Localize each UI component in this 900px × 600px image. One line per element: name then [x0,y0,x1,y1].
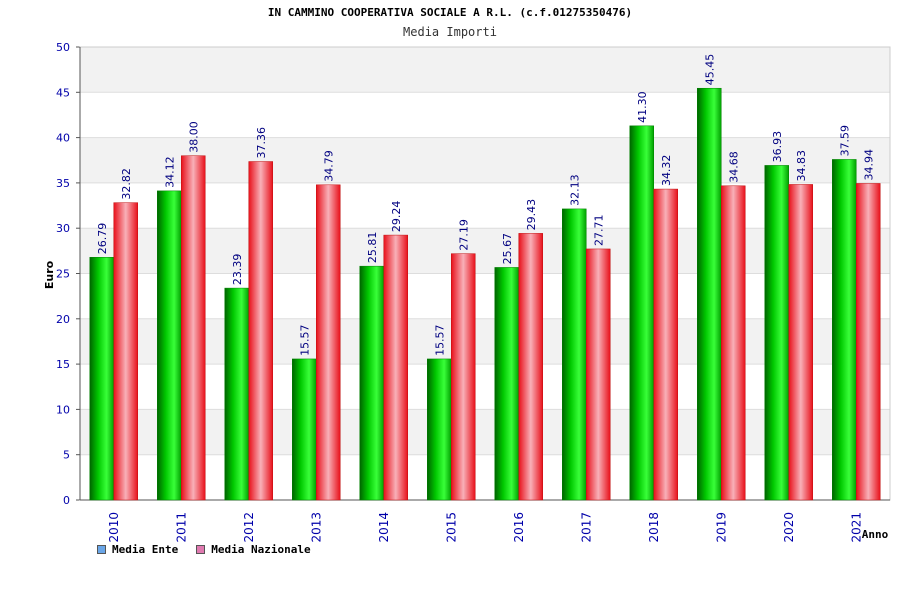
data-label: 32.82 [120,168,133,200]
y-tick-label: 25 [56,268,70,281]
data-label: 34.79 [322,150,335,182]
x-tick-label: 2011 [174,512,188,543]
bar-media-nazionale [383,234,408,501]
bar-media-nazionale [518,233,543,501]
grid-band [80,137,890,183]
legend-label-nazionale: Media Nazionale [211,543,311,556]
grid-band [80,318,890,365]
bar-media-nazionale [248,161,273,501]
data-label: 38.00 [187,121,200,153]
x-tick-label: 2014 [377,512,391,543]
grid-band [80,228,890,274]
y-tick-label: 0 [63,494,70,507]
data-label: 41.30 [636,91,649,123]
y-tick-label: 15 [56,358,70,371]
grid-band [80,364,890,410]
x-tick-label: 2017 [579,512,593,543]
bar-media-ente [629,125,654,501]
bar-media-ente [427,358,452,501]
data-label: 23.39 [231,254,244,286]
grid-band [80,92,890,138]
y-tick-label: 35 [56,177,70,190]
legend-label-ente: Media Ente [112,543,179,556]
x-tick-label: 2018 [647,512,661,543]
data-label: 15.57 [298,324,311,356]
bar-media-nazionale [721,185,746,501]
bar-media-ente [359,265,384,501]
y-tick-label: 40 [56,132,70,145]
chart-title: IN CAMMINO COOPERATIVA SOCIALE A R.L. (c… [267,6,633,19]
legend-item-nazionale: Media Nazionale [196,543,311,556]
data-label: 15.57 [433,324,446,356]
bar-media-nazionale [181,155,206,501]
data-label: 36.93 [771,131,784,163]
bar-media-ente [157,190,182,501]
data-label: 26.79 [96,223,109,255]
data-label: 25.67 [501,233,514,265]
y-tick-label: 5 [63,449,70,462]
data-label: 34.94 [862,149,875,181]
bar-media-ente [764,165,789,501]
y-tick-label: 10 [56,403,70,416]
bar-media-ente [494,267,519,501]
grid-band [80,273,890,319]
grid-band [80,47,890,93]
data-label: 27.71 [592,214,605,246]
data-label: 34.83 [795,150,808,182]
bar-media-nazionale [788,184,813,501]
x-tick-label: 2016 [512,512,526,543]
bar-media-nazionale [586,248,611,501]
data-label: 29.43 [525,199,538,231]
bar-media-ente [89,257,114,501]
bar-media-ente [224,287,249,501]
data-label: 25.81 [366,232,379,264]
y-axis-label: Euro [43,260,56,289]
data-label: 37.59 [838,125,851,157]
data-label: 27.19 [457,219,470,251]
data-label: 37.36 [255,127,268,159]
x-tick-label: 2015 [444,512,458,543]
data-label: 45.45 [703,54,716,86]
x-tick-label: 2010 [107,512,121,543]
chart-subtitle: Media Importi [403,25,497,39]
y-tick-label: 50 [56,41,70,54]
y-tick-label: 45 [56,86,70,99]
bar-media-nazionale [113,202,138,501]
x-tick-label: 2013 [309,512,323,543]
data-label: 34.68 [727,151,740,183]
data-label: 34.12 [163,156,176,188]
legend-swatch-ente [97,545,106,554]
data-label: 29.24 [390,201,403,233]
bar-media-ente [292,358,317,501]
bar-media-nazionale [856,183,881,501]
x-axis-label: Anno [862,528,889,541]
y-tick-label: 30 [56,222,70,235]
x-tick-label: 2019 [714,512,728,543]
bar-media-nazionale [653,188,678,501]
bar-media-ente [832,159,857,501]
bar-media-ente [697,87,722,501]
grid-band [80,182,890,229]
legend-item-ente: Media Ente [97,543,178,556]
bar-media-ente [562,208,587,501]
legend-swatch-nazionale [196,545,206,554]
y-tick-label: 20 [56,313,70,326]
x-tick-label: 2020 [782,512,796,543]
data-label: 34.32 [660,155,673,187]
legend: Media Ente Media Nazionale [97,543,311,556]
x-tick-label: 2021 [849,512,863,543]
bar-media-nazionale [316,184,341,501]
x-tick-label: 2012 [242,512,256,543]
bar-media-nazionale [451,253,476,501]
grid-band [80,454,890,500]
grid-band [80,409,890,455]
data-label: 32.13 [568,174,581,206]
